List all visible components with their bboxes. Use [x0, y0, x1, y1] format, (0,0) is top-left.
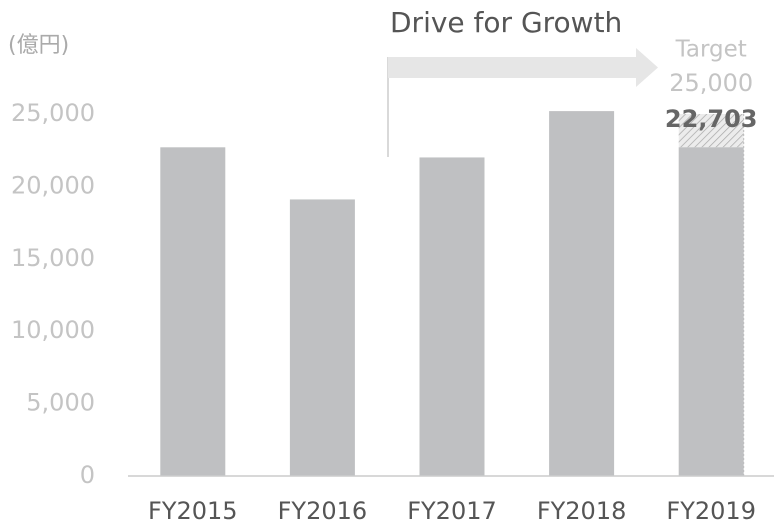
unit-label: (億円) [8, 33, 69, 58]
y-tick-label: 0 [80, 461, 95, 489]
target-value-label: 25,000 [669, 69, 753, 97]
target-label: Target [675, 37, 747, 63]
y-tick-label: 10,000 [11, 316, 95, 344]
x-tick-label: FY2019 [666, 497, 756, 524]
x-tick-label: FY2018 [537, 497, 627, 524]
bar [419, 157, 485, 476]
y-tick-label: 15,000 [11, 244, 95, 272]
value-label: 22,703 [665, 105, 758, 133]
x-tick-label: FY2017 [407, 497, 497, 524]
annotation: Drive for Growth [390, 6, 622, 39]
y-tick-label: 5,000 [26, 389, 95, 417]
bar [678, 147, 744, 476]
bar [549, 111, 615, 476]
y-tick-label: 20,000 [11, 171, 95, 199]
x-tick-label: FY2015 [148, 497, 238, 524]
arrow [388, 48, 658, 87]
x-tick-label: FY2016 [278, 497, 368, 524]
y-tick-label: 25,000 [11, 99, 95, 127]
bar [160, 147, 226, 476]
target-hatch [678, 114, 744, 148]
bar [289, 199, 355, 476]
